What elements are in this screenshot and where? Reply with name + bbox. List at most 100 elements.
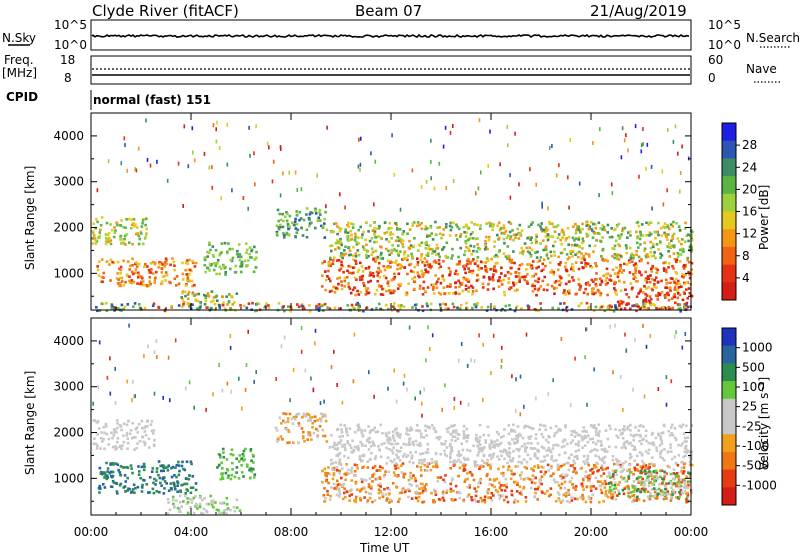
scatter-speckle [482, 342, 484, 347]
scatter-cell [644, 472, 647, 476]
scatter-cell [639, 287, 643, 291]
scatter-cell [312, 431, 316, 435]
scatter-cell [535, 235, 538, 238]
scatter-cell [425, 302, 429, 305]
scatter-cell [512, 281, 515, 285]
scatter-cell [452, 429, 455, 433]
scatter-cell [476, 437, 479, 440]
colorbar-swatch [722, 229, 736, 248]
scatter-cell [461, 289, 465, 293]
scatter-cell [351, 439, 354, 443]
scatter-cell [300, 427, 304, 430]
scatter-cell [117, 468, 120, 472]
scatter-cell [351, 306, 355, 309]
scatter-speckle [169, 398, 171, 403]
scatter-cell [409, 451, 412, 454]
scatter-cell [426, 235, 429, 238]
scatter-cell [377, 302, 381, 306]
scatter-cell [631, 500, 634, 504]
scatter-cell [335, 428, 339, 432]
scatter-cell [439, 293, 443, 296]
scatter-cell [215, 508, 219, 512]
scatter-cell [275, 234, 279, 237]
scatter-cell [664, 232, 667, 236]
scatter-cell [316, 419, 319, 422]
scatter-cell [606, 293, 609, 297]
scatter-cell [573, 435, 577, 438]
scatter-cell [245, 306, 249, 310]
scatter-cell [637, 305, 640, 309]
scatter-cell [573, 497, 577, 501]
scatter-cell [619, 307, 623, 311]
scatter-cell [234, 270, 238, 274]
scatter-cell [326, 472, 330, 475]
scatter-cell [416, 424, 419, 427]
scatter-speckle [444, 383, 446, 388]
scatter-cell [432, 500, 435, 503]
scatter-cell [647, 452, 650, 455]
scatter-cell [114, 445, 117, 448]
scatter-speckle [336, 383, 338, 387]
scatter-cell [603, 455, 607, 459]
scatter-cell [196, 507, 199, 510]
scatter-cell [122, 422, 126, 425]
scatter-cell [449, 455, 452, 459]
scatter-cell [430, 491, 433, 495]
scatter-cell [465, 278, 468, 281]
scatter-cell [606, 475, 609, 478]
scatter-cell [365, 500, 369, 504]
scatter-cell [476, 237, 479, 240]
scatter-cell [456, 225, 459, 229]
scatter-cell [618, 237, 621, 240]
scatter-cell [609, 427, 612, 431]
scatter-cell [520, 229, 524, 232]
scatter-cell [640, 467, 644, 470]
scatter-cell [587, 223, 590, 227]
scatter-cell [667, 250, 670, 253]
scatter-cell [218, 305, 222, 309]
scatter-speckle [421, 413, 423, 418]
scatter-cell [508, 260, 512, 263]
scatter-cell [613, 280, 616, 284]
scatter-cell [221, 477, 225, 480]
scatter-cell [493, 440, 496, 443]
scatter-cell [463, 435, 466, 438]
scatter-cell [479, 435, 482, 439]
scatter-cell [648, 234, 651, 237]
scatter-cell [643, 249, 646, 253]
scatter-speckle [212, 123, 215, 128]
scatter-cell [550, 474, 553, 478]
y-tick-label: 3000 [53, 380, 84, 394]
scatter-cell [662, 261, 665, 265]
scatter-cell [544, 248, 548, 252]
scatter-cell [659, 241, 662, 245]
scatter-cell [130, 227, 133, 230]
scatter-cell [420, 255, 423, 258]
scatter-cell [211, 501, 215, 505]
scatter-cell [126, 303, 130, 306]
scatter-cell [503, 290, 506, 294]
scatter-cell [92, 442, 96, 445]
scatter-cell [682, 472, 685, 475]
scatter-cell [306, 438, 310, 441]
scatter-cell [420, 474, 423, 477]
scatter-cell [231, 468, 234, 471]
scatter-speckle [679, 189, 681, 194]
scatter-cell [118, 267, 121, 271]
scatter-cell [433, 259, 437, 263]
scatter-cell [340, 263, 343, 267]
scatter-cell [681, 491, 685, 495]
scatter-speckle [640, 149, 643, 154]
scatter-cell [624, 460, 627, 464]
scatter-cell [601, 236, 604, 239]
scatter-cell [297, 441, 300, 445]
scatter-cell [337, 462, 341, 465]
scatter-cell [594, 305, 598, 309]
scatter-cell [460, 303, 463, 307]
scatter-cell [590, 221, 593, 224]
scatter-cell [218, 501, 222, 505]
scatter-cell [139, 230, 143, 234]
scatter-cell [338, 276, 341, 280]
scatter-cell [561, 440, 565, 443]
